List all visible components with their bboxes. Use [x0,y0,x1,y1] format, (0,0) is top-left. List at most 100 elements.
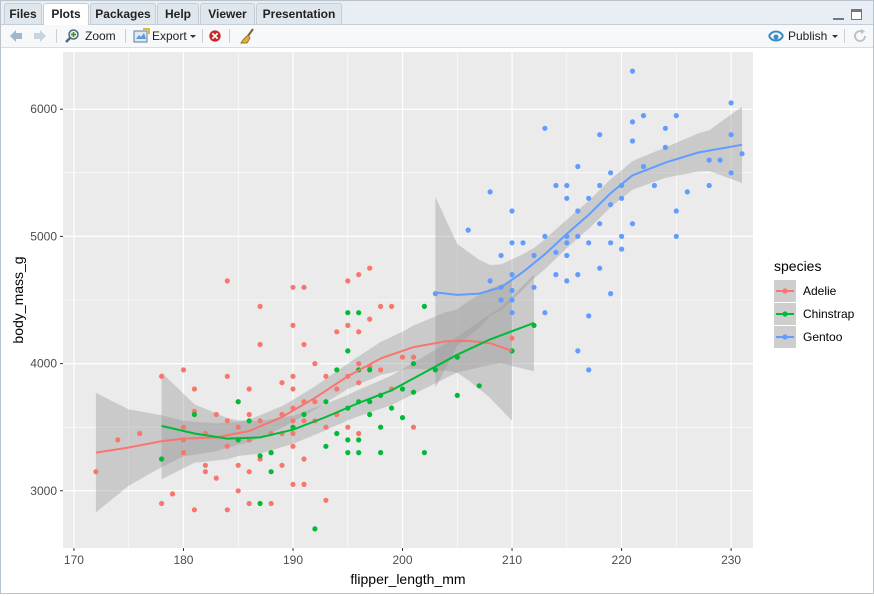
minimize-pane-icon[interactable] [833,9,844,20]
arrow-left-icon[interactable] [8,28,24,44]
data-point-adelie [235,424,241,430]
data-point-chinstrap [257,453,263,459]
tab-plots[interactable]: Plots [43,3,89,25]
data-point-adelie [191,507,197,513]
data-point-chinstrap [345,310,351,316]
data-point-gentoo [608,202,614,208]
tab-files[interactable]: Files [4,3,42,24]
data-point-adelie [159,500,165,507]
maximize-pane-icon[interactable] [851,9,862,20]
x-tick-label: 200 [393,553,413,567]
data-point-adelie [356,361,362,367]
data-point-adelie [345,278,351,284]
data-point-chinstrap [410,389,417,395]
data-point-gentoo [728,170,734,176]
data-point-chinstrap [191,411,197,418]
data-point-adelie [312,399,318,405]
legend-point-gentoo [782,334,788,340]
data-point-gentoo [706,157,712,163]
data-point-adelie [224,418,230,424]
data-point-gentoo [619,246,625,252]
data-point-adelie [410,354,417,360]
data-point-gentoo [575,208,581,214]
data-point-gentoo [673,233,679,239]
data-point-adelie [367,316,373,322]
chevron-down-icon[interactable] [831,28,839,44]
data-point-adelie [389,303,395,309]
data-point-adelie [290,418,296,424]
confidence-band-gentoo [435,106,742,388]
data-point-chinstrap [235,399,241,405]
tab-presentation[interactable]: Presentation [256,3,342,24]
legend-point-adelie [782,288,788,294]
data-point-gentoo [619,233,625,239]
data-point-adelie [246,500,252,507]
trend-line-adelie [95,339,513,454]
data-point-chinstrap [476,383,482,389]
data-point-adelie [224,507,230,513]
publish-icon[interactable] [767,28,785,44]
export-icon[interactable] [133,28,150,44]
arrow-right-icon[interactable] [32,28,48,44]
tab-viewer[interactable]: Viewer [200,3,255,24]
data-point-adelie [356,272,362,278]
data-point-adelie [213,411,219,418]
data-point-adelie [301,284,307,290]
data-point-adelie [137,430,143,437]
data-point-adelie [115,437,121,443]
data-point-adelie [224,443,230,449]
broom-icon[interactable] [239,28,257,44]
data-point-adelie [268,500,274,507]
data-point-adelie [93,469,99,475]
data-point-adelie [235,462,241,468]
data-point-gentoo [597,221,603,227]
chevron-down-icon[interactable] [189,28,197,44]
data-point-adelie [246,469,252,475]
y-tick-label: 5000 [30,229,57,243]
data-point-gentoo [509,208,515,214]
data-point-gentoo [586,195,592,201]
data-point-gentoo [575,272,581,278]
data-point-adelie [290,284,296,290]
x-tick-label: 220 [612,553,632,567]
data-point-adelie [224,278,230,284]
data-point-adelie [301,341,307,348]
data-point-gentoo [509,240,515,246]
data-point-gentoo [586,367,592,373]
data-point-gentoo [629,138,636,144]
tab-help[interactable]: Help [157,3,199,24]
data-point-gentoo [673,208,679,214]
y-tick-label: 4000 [30,357,57,371]
zoom-icon[interactable] [64,28,80,44]
export-button[interactable]: Export [152,29,187,43]
data-point-gentoo [465,227,471,233]
data-point-chinstrap [367,411,373,418]
tab-packages[interactable]: Packages [90,3,156,24]
data-point-chinstrap [323,399,329,405]
data-point-adelie [169,491,176,497]
data-point-gentoo [586,240,592,246]
publish-button[interactable]: Publish [788,29,828,43]
data-point-chinstrap [399,415,406,421]
data-point-chinstrap [356,310,362,316]
x-tick-label: 190 [283,553,303,567]
refresh-icon[interactable] [852,28,868,44]
plot-viewer: 170 180 190 200 210 220 230 3000 4000 5000 6000 fli… [1,48,873,593]
data-point-adelie [202,469,208,475]
zoom-button[interactable]: Zoom [85,29,116,43]
y-axis-title: body_mass_g [10,256,26,343]
data-point-adelie [224,373,230,379]
data-point-gentoo [684,189,690,195]
data-point-adelie [290,322,296,328]
data-point-adelie [367,265,373,271]
data-point-adelie [378,303,384,309]
data-point-adelie [290,443,296,449]
legend-label-gentoo: Gentoo [803,330,843,344]
data-point-gentoo [728,132,734,138]
data-point-gentoo [673,113,679,119]
remove-plot-icon[interactable] [208,28,222,44]
data-point-gentoo [553,249,559,255]
data-point-adelie [180,450,187,456]
data-point-adelie [213,475,219,481]
